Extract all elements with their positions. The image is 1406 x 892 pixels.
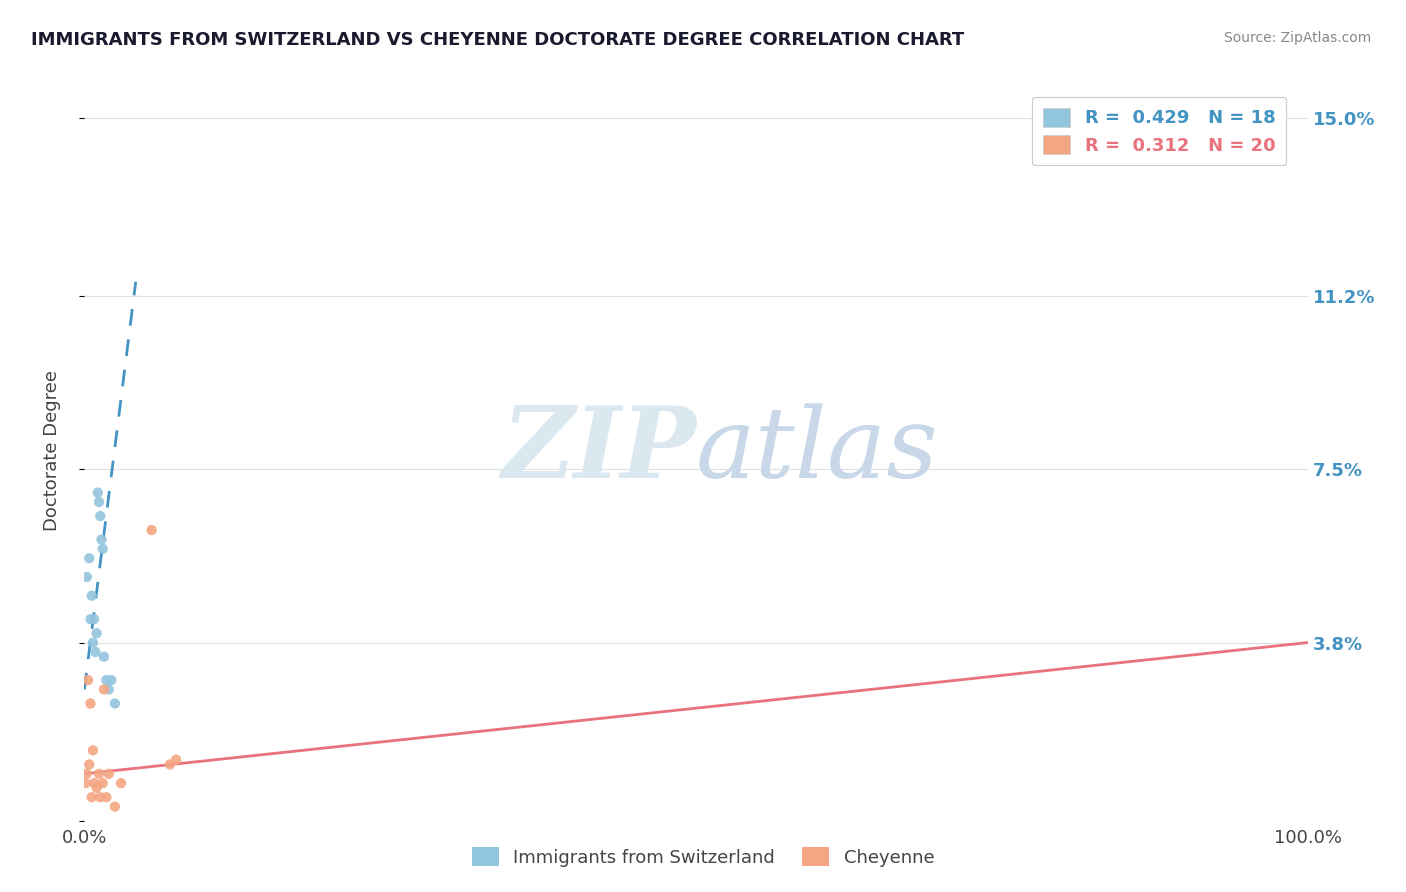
Point xyxy=(82,743,104,757)
Text: atlas: atlas xyxy=(696,403,939,498)
Point xyxy=(76,570,98,584)
Point xyxy=(87,485,110,500)
Point xyxy=(80,589,103,603)
Point xyxy=(77,551,100,566)
Point xyxy=(104,799,127,814)
Point xyxy=(93,649,115,664)
Point xyxy=(79,697,101,711)
Point xyxy=(90,533,112,547)
Point xyxy=(100,673,122,687)
Point xyxy=(87,495,110,509)
Point xyxy=(91,541,114,556)
Point xyxy=(86,780,108,795)
Text: Source: ZipAtlas.com: Source: ZipAtlas.com xyxy=(1223,31,1371,45)
Legend: R =  0.429   N = 18, R =  0.312   N = 20: R = 0.429 N = 18, R = 0.312 N = 20 xyxy=(1032,96,1286,165)
Point xyxy=(93,682,115,697)
Point xyxy=(96,673,118,687)
Point xyxy=(84,645,107,659)
Point xyxy=(83,776,105,790)
Point xyxy=(83,612,105,626)
Point xyxy=(75,776,97,790)
Point xyxy=(97,766,120,780)
Point xyxy=(87,766,110,780)
Point xyxy=(141,523,163,537)
Point xyxy=(110,776,132,790)
Point xyxy=(96,790,118,805)
Point xyxy=(77,757,100,772)
Point xyxy=(91,776,114,790)
Point xyxy=(77,673,100,687)
Legend: Immigrants from Switzerland, Cheyenne: Immigrants from Switzerland, Cheyenne xyxy=(464,840,942,874)
Point xyxy=(80,790,103,805)
Point xyxy=(97,682,120,697)
Point xyxy=(159,757,181,772)
Point xyxy=(89,509,111,524)
Point xyxy=(104,697,127,711)
Text: IMMIGRANTS FROM SWITZERLAND VS CHEYENNE DOCTORATE DEGREE CORRELATION CHART: IMMIGRANTS FROM SWITZERLAND VS CHEYENNE … xyxy=(31,31,965,49)
Y-axis label: Doctorate Degree: Doctorate Degree xyxy=(42,370,60,531)
Point xyxy=(165,753,187,767)
Text: ZIP: ZIP xyxy=(501,402,696,499)
Point xyxy=(79,612,101,626)
Point xyxy=(76,766,98,780)
Point xyxy=(86,626,108,640)
Point xyxy=(82,635,104,649)
Point xyxy=(89,790,111,805)
